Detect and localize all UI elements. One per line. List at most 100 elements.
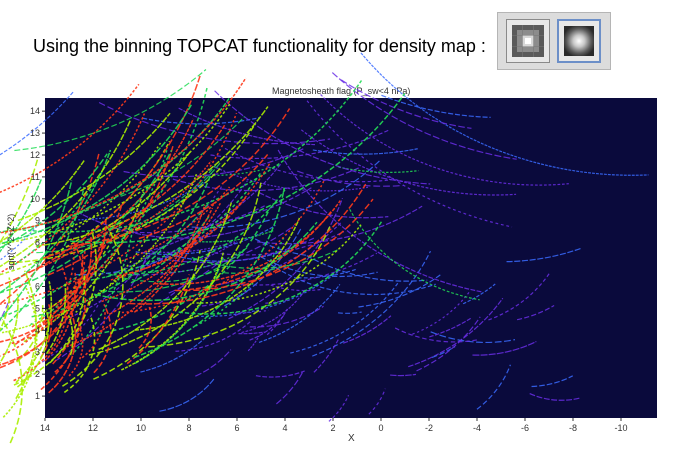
x-axis: 14 12 10 8 6 4 2 0 -2 -4 -6 -8 -10 [40,418,628,433]
density-arc [476,364,511,410]
density-arc [0,186,85,332]
x-tick-label: 6 [234,423,239,433]
density-arc [99,261,235,283]
density-arc [0,277,11,332]
density-arc [224,147,392,183]
y-tick-label: 9 [35,216,40,226]
density-arc [11,251,86,345]
density-arc [228,197,344,320]
square-bin-icon [512,25,544,57]
density-arc [121,178,326,314]
density-arc [40,304,53,359]
density-arc [36,245,105,328]
density-arc [97,208,271,335]
density-arc [221,187,312,223]
y-tick-label: 14 [30,106,40,116]
density-arc [368,388,386,415]
density-arc [258,284,341,343]
density-arc [0,77,247,234]
density-arc [198,230,274,243]
gaussian-blur-button[interactable] [557,19,601,63]
density-arc [133,187,285,359]
x-tick-label: 8 [186,423,191,433]
x-tick-label: 4 [282,423,287,433]
density-arc [6,80,363,233]
density-arc [311,250,432,357]
density-arc [13,266,70,382]
density-arc [306,255,428,282]
density-arc [297,170,404,187]
density-arc [37,222,122,318]
density-arc [241,289,306,334]
density-arc [15,270,37,400]
density-arc [1,319,23,444]
y-tick-label: 8 [35,238,40,248]
density-arc [0,149,112,294]
density-arc [195,234,286,327]
x-tick-label: 0 [378,423,383,433]
density-arc [81,310,106,359]
density-arc [148,224,332,348]
density-arc [131,247,247,274]
density-arc [358,274,441,308]
density-arc [15,281,53,384]
density-arc [337,311,362,314]
density-arc [260,256,378,278]
y-tick-label: 10 [30,194,40,204]
density-arc [0,221,42,261]
x-tick-label: -2 [425,423,433,433]
density-arc [133,204,267,234]
density-arc [101,202,222,303]
density-arc [276,371,304,405]
density-arc [235,252,378,286]
x-axis-label: X [348,433,355,444]
density-arc [214,90,431,185]
density-arc [220,221,342,285]
density-arc [117,195,248,277]
density-arc [381,94,491,118]
density-arc [249,305,324,328]
density-arc [93,303,112,374]
density-arc [195,349,232,377]
density-arc [68,329,84,377]
y-tick-label: 7 [35,260,40,270]
density-arc [0,236,93,366]
density-arc [45,283,67,355]
square-bin-button[interactable] [506,19,550,63]
density-arc [191,224,362,304]
density-arc [343,315,392,344]
density-arc [472,340,537,356]
density-arc [210,129,390,159]
density-arc [75,217,228,276]
density-arc [328,394,350,422]
density-arc [0,104,192,245]
density-arc [62,228,124,387]
y-tick-label: 11 [31,172,40,182]
density-arc [159,378,215,412]
density-arc [224,252,318,274]
y-tick-label: 5 [35,303,40,313]
density-arc [488,272,551,321]
density-arc [0,112,238,305]
density-arc [102,151,191,230]
density-arc [201,288,252,307]
density-arc [138,306,152,349]
density-arc [121,186,231,262]
density-arc [0,158,39,244]
y-tick-label: 6 [35,281,40,291]
density-arc [48,297,77,394]
density-arc [35,106,269,248]
density-arc [247,335,260,352]
density-arc [0,91,74,156]
density-arc [412,290,471,335]
density-arc [26,118,194,274]
x-tick-label: -8 [569,423,577,433]
density-arc [0,242,75,357]
y-tick-label: 4 [35,325,40,335]
density-arc [277,149,482,293]
density-arc [0,218,107,343]
y-tick-label: 13 [30,128,40,138]
density-arc [306,100,513,228]
x-tick-label: -6 [521,423,529,433]
density-arc [0,152,100,305]
